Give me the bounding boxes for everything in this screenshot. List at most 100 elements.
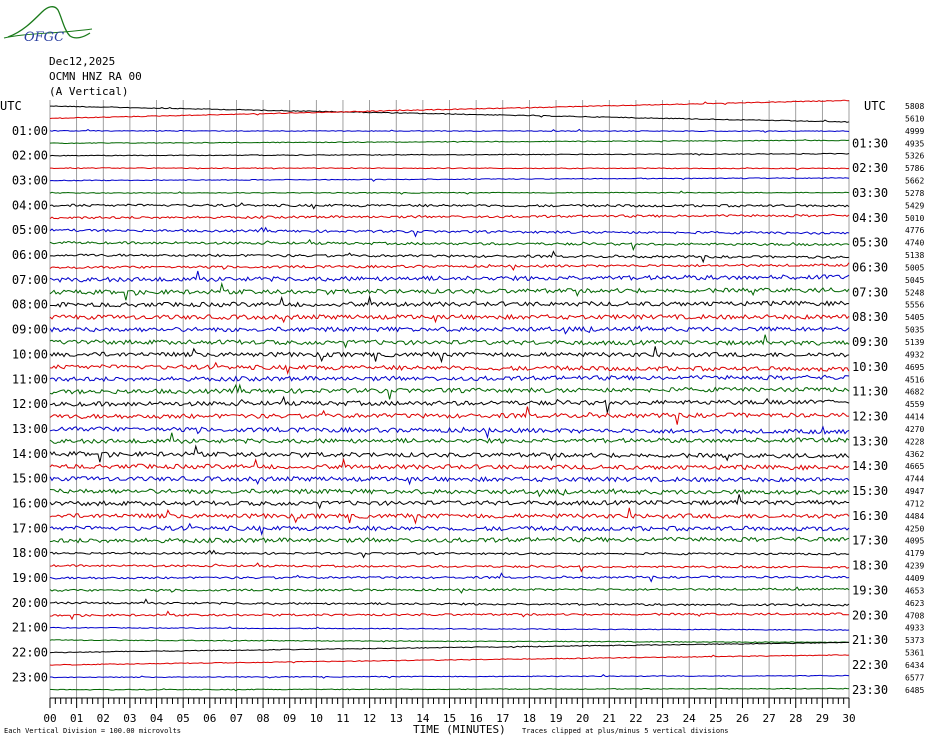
right-hour-label: 05:30 (852, 236, 888, 250)
trace-count-label: 5405 (905, 313, 924, 322)
trace-count-label: 4935 (905, 139, 924, 148)
trace-count-label: 5005 (905, 263, 924, 272)
trace-count-label: 5278 (905, 189, 924, 198)
trace-black (50, 105, 850, 123)
right-hour-label: 22:30 (852, 658, 888, 672)
x-tick-label: 15 (443, 712, 456, 725)
x-tick-label: 17 (496, 712, 509, 725)
left-hour-label: 10:00 (12, 347, 48, 361)
trace-green (49, 383, 850, 400)
trace-count-label: 6577 (905, 673, 924, 682)
trace-count-label: 4932 (905, 350, 924, 359)
left-hour-label: 08:00 (12, 298, 48, 312)
trace-blue (49, 425, 850, 440)
trace-red (49, 313, 850, 324)
left-hour-label: 03:00 (12, 174, 48, 188)
right-hour-label: 21:30 (852, 633, 888, 647)
x-tick-label: 12 (363, 712, 376, 725)
left-utc-label: UTC (0, 99, 22, 113)
trace-count-label: 5786 (905, 164, 924, 173)
clip-note: Traces clipped at plus/minus 5 vertical … (522, 727, 729, 735)
left-hour-label: 09:00 (12, 323, 48, 337)
trace-count-label: 4270 (905, 425, 924, 434)
trace-count-label: 4484 (905, 512, 924, 521)
right-hour-label: 11:30 (852, 385, 888, 399)
trace-blue (49, 270, 850, 283)
x-tick-label: 07 (230, 712, 243, 725)
right-hour-label: 07:30 (852, 285, 888, 299)
x-tick-label: 06 (203, 712, 216, 725)
right-hour-label: 23:30 (852, 683, 888, 697)
x-tick-label: 19 (549, 712, 562, 725)
trace-red (49, 361, 850, 375)
left-hour-label: 20:00 (12, 596, 48, 610)
x-tick-label: 18 (523, 712, 536, 725)
left-hour-label: 01:00 (12, 124, 48, 138)
x-tick-label: 03 (123, 712, 136, 725)
left-hour-label: 15:00 (12, 472, 48, 486)
chart-date: Dec12,2025 (49, 55, 116, 68)
trace-count-label: 4933 (905, 624, 924, 633)
trace-blue (50, 674, 850, 679)
left-hour-label: 02:00 (12, 149, 48, 163)
left-hour-label: 07:00 (12, 273, 48, 287)
trace-count-label: 4559 (905, 400, 924, 409)
x-tick-label: 27 (762, 712, 775, 725)
x-tick-label: 25 (709, 712, 722, 725)
trace-black (49, 395, 850, 413)
logo-swoosh-icon (3, 28, 93, 39)
trace-green (49, 432, 850, 445)
trace-count-label: 4516 (905, 375, 924, 384)
left-hour-label: 18:00 (12, 546, 48, 560)
trace-count-label: 4708 (905, 611, 924, 620)
trace-blue (49, 572, 850, 583)
trace-count-label: 4665 (905, 462, 924, 471)
ofgc-logo: OFGC (3, 6, 93, 45)
right-utc-label: UTC (864, 99, 886, 113)
x-tick-label: 00 (43, 712, 56, 725)
right-hour-label: 12:30 (852, 410, 888, 424)
trace-count-label: 5361 (905, 649, 924, 658)
trace-green (49, 639, 850, 644)
trace-count-label: 5326 (905, 152, 924, 161)
x-tick-label: 10 (310, 712, 323, 725)
right-hour-label: 20:30 (852, 608, 888, 622)
left-hour-label: 11:00 (12, 372, 48, 386)
left-hour-label: 13:00 (12, 422, 48, 436)
x-tick-label: 29 (816, 712, 829, 725)
right-hour-label: 15:30 (852, 484, 888, 498)
trace-green (49, 281, 850, 301)
trace-count-label: 4239 (905, 562, 924, 571)
x-tick-label: 04 (150, 712, 164, 725)
trace-red (49, 562, 850, 573)
trace-blue (49, 226, 850, 238)
trace-black (49, 494, 849, 510)
trace-black (49, 549, 850, 559)
x-tick-label: 14 (416, 712, 430, 725)
seismic-traces (49, 99, 850, 692)
logo-text: OFGC (24, 30, 64, 45)
trace-red (49, 406, 850, 425)
right-hour-label: 14:30 (852, 459, 888, 473)
trace-blue (49, 626, 850, 631)
trace-black (49, 152, 850, 157)
trace-red (49, 262, 850, 271)
x-tick-label: 21 (603, 712, 616, 725)
trace-red (49, 610, 850, 621)
x-tick-label: 20 (576, 712, 589, 725)
left-hour-label: 22:00 (12, 646, 48, 660)
left-hour-label: 16:00 (12, 496, 48, 510)
chart-station: OCMN HNZ RA 00 (49, 70, 142, 83)
trace-black (49, 444, 850, 463)
x-tick-label: 01 (70, 712, 83, 725)
trace-green (49, 190, 850, 195)
trace-green (49, 238, 850, 252)
trace-green (49, 139, 850, 145)
chart-grid (49, 100, 850, 708)
trace-count-label: 4095 (905, 537, 924, 546)
right-hour-label: 01:30 (852, 136, 888, 150)
x-tick-label: 02 (97, 712, 110, 725)
trace-red (50, 167, 850, 171)
trace-count-label: 4712 (905, 499, 924, 508)
vertical-division-note: Each Vertical Division = 100.00 microvol… (4, 727, 181, 735)
